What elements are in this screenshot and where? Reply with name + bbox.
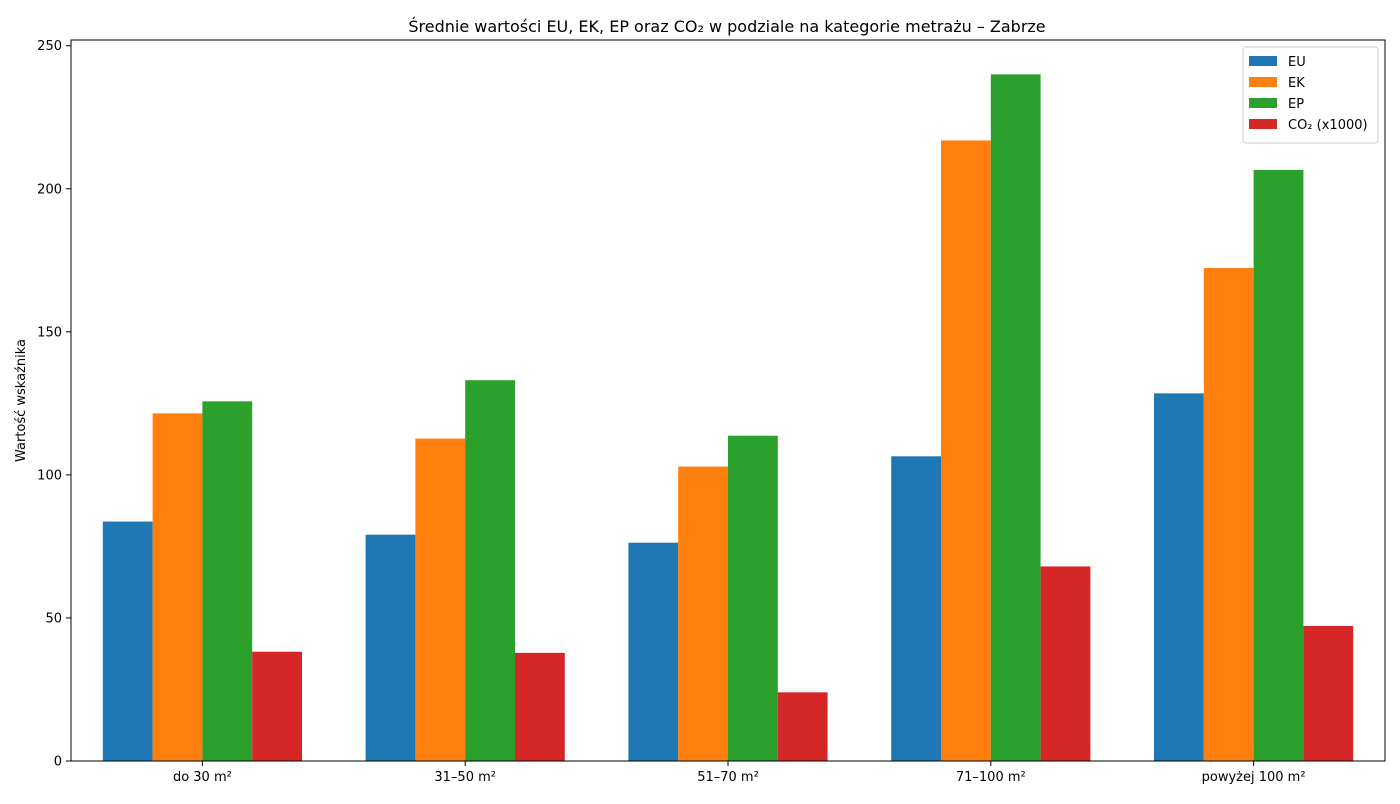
bar-co-x1000--3 bbox=[1040, 566, 1091, 761]
y-tick-label: 0 bbox=[54, 755, 62, 770]
y-tick-label: 150 bbox=[37, 325, 62, 340]
bar-eu-4 bbox=[1154, 393, 1204, 761]
legend-label: CO₂ (x1000) bbox=[1288, 118, 1368, 133]
bar-ek-2 bbox=[678, 466, 728, 761]
y-tick-label: 250 bbox=[37, 39, 62, 54]
chart-title: Średnie wartości EU, EK, EP oraz CO₂ w p… bbox=[408, 17, 1045, 36]
bar-ek-1 bbox=[415, 438, 466, 761]
legend-swatch bbox=[1249, 98, 1277, 108]
legend-label: EK bbox=[1288, 76, 1305, 91]
bar-ek-4 bbox=[1203, 268, 1254, 761]
x-axis-ticks: do 30 m² 31–50 m² 51–70 m² 71–100 m² powyżej… bbox=[173, 761, 1306, 785]
x-tick-label: do 30 m² bbox=[173, 770, 232, 785]
bar-co-x1000--0 bbox=[252, 651, 302, 761]
bar-eu-0 bbox=[102, 521, 153, 761]
legend: EU EK EP CO₂ (x1000) bbox=[1242, 46, 1379, 144]
legend-swatch bbox=[1249, 119, 1277, 129]
bar-co-x1000--4 bbox=[1303, 625, 1354, 761]
bar-eu-3 bbox=[891, 456, 941, 761]
legend-swatch bbox=[1249, 77, 1277, 87]
bar-co-x1000--2 bbox=[777, 692, 828, 761]
bar-ep-3 bbox=[990, 74, 1041, 762]
y-tick-label: 100 bbox=[37, 468, 62, 483]
x-tick-label: 31–50 m² bbox=[434, 770, 496, 785]
plot-frame bbox=[70, 39, 1386, 762]
bar-eu-2 bbox=[628, 542, 679, 761]
y-tick-label: 50 bbox=[45, 611, 62, 626]
bars-group bbox=[102, 74, 1354, 762]
bar-ep-4 bbox=[1253, 169, 1304, 762]
bar-co-x1000--1 bbox=[515, 652, 565, 761]
x-tick-label: 51–70 m² bbox=[697, 770, 759, 785]
y-tick-label: 200 bbox=[37, 182, 62, 197]
bar-ek-3 bbox=[941, 140, 991, 762]
y-axis-ticks: 0 50 100 150 200 250 bbox=[37, 39, 71, 770]
bar-ep-2 bbox=[728, 435, 778, 761]
bar-ep-1 bbox=[465, 380, 515, 761]
x-tick-label: powyżej 100 m² bbox=[1202, 770, 1306, 785]
y-axis-label: Wartość wskaźnika bbox=[14, 339, 29, 462]
legend-label: EP bbox=[1288, 97, 1304, 112]
legend-swatch bbox=[1249, 56, 1277, 66]
bar-eu-1 bbox=[365, 534, 416, 761]
bar-ek-0 bbox=[152, 413, 203, 761]
legend-label: EU bbox=[1288, 55, 1306, 70]
bar-ep-0 bbox=[202, 401, 253, 761]
x-tick-label: 71–100 m² bbox=[956, 770, 1026, 785]
